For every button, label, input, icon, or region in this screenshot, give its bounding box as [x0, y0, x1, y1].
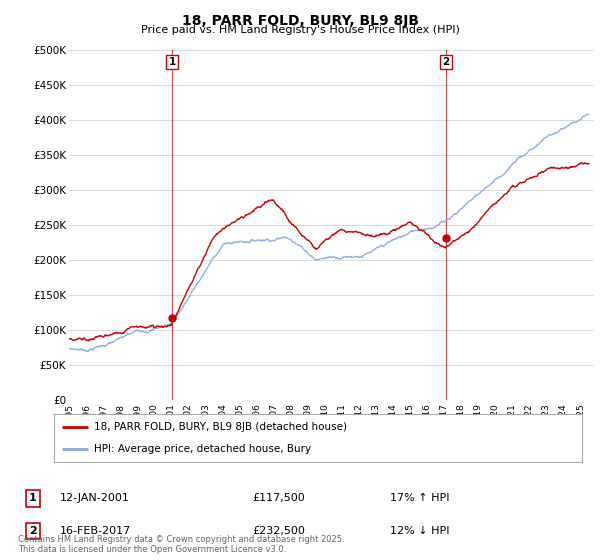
Text: 1: 1	[29, 493, 37, 503]
Text: 1: 1	[169, 58, 176, 67]
Text: £232,500: £232,500	[252, 526, 305, 536]
Text: 18, PARR FOLD, BURY, BL9 8JB: 18, PARR FOLD, BURY, BL9 8JB	[182, 14, 419, 28]
Text: 12-JAN-2001: 12-JAN-2001	[60, 493, 130, 503]
Text: Contains HM Land Registry data © Crown copyright and database right 2025.
This d: Contains HM Land Registry data © Crown c…	[18, 535, 344, 554]
Text: HPI: Average price, detached house, Bury: HPI: Average price, detached house, Bury	[94, 444, 311, 454]
Text: Price paid vs. HM Land Registry's House Price Index (HPI): Price paid vs. HM Land Registry's House …	[140, 25, 460, 35]
Text: 2: 2	[29, 526, 37, 536]
Text: 12% ↓ HPI: 12% ↓ HPI	[390, 526, 449, 536]
Text: 17% ↑ HPI: 17% ↑ HPI	[390, 493, 449, 503]
Text: £117,500: £117,500	[252, 493, 305, 503]
Text: 16-FEB-2017: 16-FEB-2017	[60, 526, 131, 536]
Text: 18, PARR FOLD, BURY, BL9 8JB (detached house): 18, PARR FOLD, BURY, BL9 8JB (detached h…	[94, 422, 347, 432]
Text: 2: 2	[442, 58, 449, 67]
